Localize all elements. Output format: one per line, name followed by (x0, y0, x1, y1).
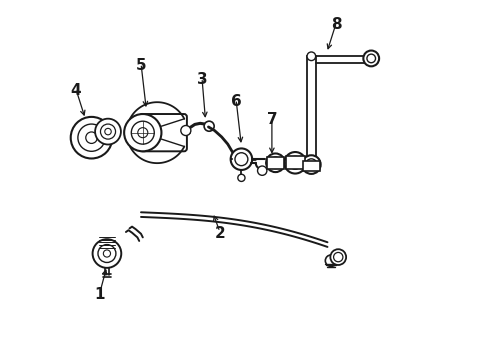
Text: 3: 3 (196, 72, 207, 87)
Circle shape (181, 126, 191, 135)
Circle shape (330, 249, 346, 265)
Circle shape (289, 156, 302, 169)
Circle shape (138, 128, 148, 138)
Text: 2: 2 (215, 226, 225, 241)
Circle shape (124, 114, 161, 151)
Text: 1: 1 (95, 287, 105, 302)
Circle shape (266, 153, 285, 172)
Circle shape (105, 129, 111, 135)
Circle shape (93, 239, 122, 268)
Circle shape (307, 52, 316, 60)
Circle shape (71, 117, 112, 158)
Circle shape (258, 166, 267, 175)
Text: 4: 4 (71, 83, 81, 98)
Circle shape (285, 152, 306, 174)
Circle shape (235, 153, 248, 166)
Circle shape (231, 148, 252, 170)
Circle shape (86, 132, 97, 143)
Circle shape (306, 159, 317, 170)
Circle shape (367, 54, 375, 63)
Circle shape (100, 124, 116, 139)
FancyBboxPatch shape (286, 156, 304, 169)
Circle shape (302, 155, 320, 174)
Text: 6: 6 (231, 94, 242, 109)
Circle shape (270, 157, 281, 168)
Circle shape (78, 124, 105, 151)
FancyBboxPatch shape (303, 161, 320, 171)
Text: 5: 5 (136, 58, 147, 73)
Text: 8: 8 (331, 17, 342, 32)
FancyBboxPatch shape (140, 114, 187, 151)
FancyBboxPatch shape (267, 157, 284, 168)
Circle shape (238, 174, 245, 181)
Text: 7: 7 (267, 112, 277, 126)
Circle shape (334, 252, 343, 262)
Circle shape (131, 121, 154, 144)
Circle shape (95, 119, 121, 144)
Circle shape (204, 121, 214, 131)
Circle shape (98, 244, 116, 262)
Circle shape (364, 50, 379, 66)
Circle shape (325, 255, 337, 266)
Circle shape (103, 250, 111, 257)
